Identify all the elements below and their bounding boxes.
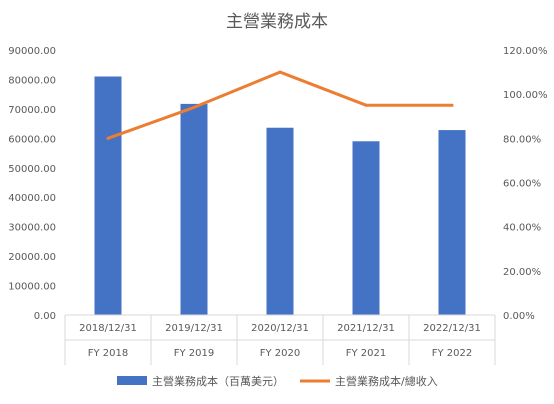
legend: 主營業務成本（百萬美元） 主營業務成本/總收入 [117,374,438,388]
left-axis-tick-label: 30000.00 [8,223,56,234]
category-fy-label: FY 2018 [88,348,129,359]
bar [180,103,208,315]
left-axis-tick-label: 10000.00 [8,282,56,293]
category-fy-label: FY 2021 [346,348,387,359]
left-axis-tick-label: 40000.00 [8,193,56,204]
right-axis-tick-label: 20.00% [503,267,541,278]
line-point [364,103,368,107]
bar [352,141,380,315]
line-series [106,70,454,140]
category-date-label: 2019/12/31 [165,323,223,334]
line-point [106,136,110,140]
right-axis-tick-label: 60.00% [503,179,541,190]
left-axis: 0.00 10000.00 20000.00 30000.00 40000.00 5000… [8,46,56,322]
category-fy-label: FY 2019 [174,348,215,359]
bar [266,127,294,315]
category-date-label: 2018/12/31 [79,323,137,334]
left-axis-tick-label: 70000.00 [8,105,56,116]
right-axis-tick-label: 100.00% [503,90,548,101]
category-date-label: 2022/12/31 [423,323,481,334]
right-axis-tick-label: 120.00% [503,46,548,57]
bar [94,76,122,315]
left-axis-tick-label: 80000.00 [8,75,56,86]
category-axis-table: 2018/12/31 FY 2018 2019/12/31 FY 2019 2020/1… [64,314,496,365]
right-axis-tick-label: 80.00% [503,134,541,145]
right-axis-tick-label: 40.00% [503,223,541,234]
legend-swatch-bar [117,376,147,385]
line-point [192,105,196,109]
bar [438,130,466,315]
category-fy-label: FY 2020 [260,348,301,359]
legend-label-bar: 主營業務成本（百萬美元） [152,374,284,388]
category-date-label: 2020/12/31 [251,323,309,334]
right-axis: 0.00% 20.00% 40.00% 60.00% 80.00% 100.00% 120.… [503,46,548,322]
category-date-label: 2021/12/31 [337,323,395,334]
right-axis-tick-label: 0.00% [503,311,535,322]
left-axis-tick-label: 20000.00 [8,252,56,263]
category-fy-label: FY 2022 [432,348,473,359]
left-axis-tick-label: 90000.00 [8,46,56,57]
left-axis-tick-label: 0.00 [34,311,56,322]
chart-title: 主營業務成本 [226,12,328,32]
left-axis-tick-label: 50000.00 [8,164,56,175]
legend-label-line: 主營業務成本/總收入 [335,374,438,388]
left-axis-tick-label: 60000.00 [8,134,56,145]
bar-series [94,76,466,315]
line-point [450,103,454,107]
line-point [278,70,282,74]
